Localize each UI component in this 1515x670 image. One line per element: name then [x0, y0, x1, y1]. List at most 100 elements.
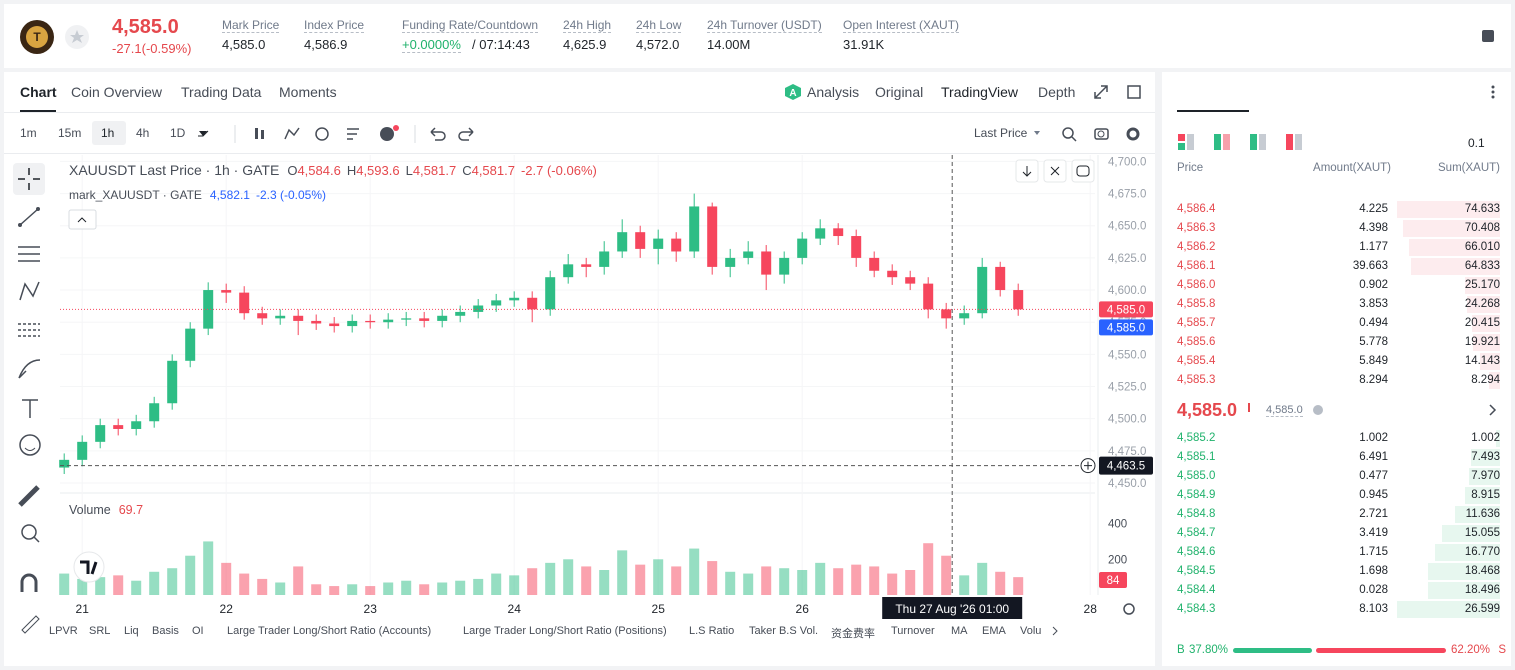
interval-active — [92, 121, 126, 145]
book-amount: 5.778 — [1359, 336, 1388, 348]
indicator: OI — [192, 625, 204, 637]
more-icon[interactable] — [1489, 84, 1497, 100]
interval: 1h — [101, 126, 115, 140]
candle-body — [239, 292, 250, 314]
mark-price-label: 4,585.0 — [1107, 322, 1145, 334]
book-amount: 8.103 — [1359, 603, 1388, 615]
y-tick-label: 4,525.0 — [1108, 382, 1146, 394]
indicator: SRL — [89, 625, 111, 637]
volume-bar — [725, 571, 736, 595]
indicator: EMA — [982, 625, 1006, 637]
book-price: 4,585.8 — [1177, 298, 1216, 310]
crosshair-y-box — [1099, 456, 1153, 475]
tab-underline — [1177, 110, 1249, 112]
candle-body — [689, 206, 700, 252]
interval: 4h — [136, 126, 150, 140]
book-amount: 0.902 — [1359, 279, 1388, 291]
candle-body — [419, 318, 430, 321]
volume-bar — [221, 562, 232, 595]
book-price: 4,585.0 — [1177, 470, 1216, 482]
buy-bar — [1233, 648, 1312, 653]
candle-body — [509, 297, 520, 301]
sell-key: S — [1498, 644, 1506, 656]
depth-bar — [1472, 334, 1500, 351]
volume-bar — [113, 575, 124, 595]
book-price: 4,586.0 — [1177, 279, 1216, 291]
candle-body — [491, 300, 502, 306]
book-layout-icons[interactable] — [1178, 134, 1308, 152]
depth-bar — [1470, 449, 1500, 466]
stat-value: 4,625.9 — [563, 37, 607, 52]
indicator: Basis — [152, 625, 179, 637]
chart-panel — [4, 72, 1155, 666]
depth-bar — [1397, 601, 1500, 618]
candle-body — [77, 441, 88, 460]
mark-title: mark_XAUUSDT · GATE — [69, 188, 202, 202]
volume-bar — [743, 573, 754, 595]
book-price: 4,585.1 — [1177, 451, 1216, 463]
candle-body — [311, 320, 322, 324]
interval: 15m — [58, 126, 82, 140]
book-sum: 1.002 — [1471, 432, 1500, 444]
candle-body — [149, 403, 160, 422]
favorite-star[interactable] — [64, 24, 90, 50]
book-sum: 19.921 — [1464, 336, 1500, 348]
view-option: Original — [875, 84, 924, 100]
volume-bar — [563, 559, 574, 595]
book-amount: 39.663 — [1352, 260, 1388, 272]
crosshair-plus-sign — [1084, 461, 1092, 470]
volume-bar — [869, 566, 880, 595]
volume-bar — [797, 570, 808, 595]
book-price: 4,584.4 — [1177, 584, 1216, 596]
book-amount: 0.028 — [1359, 584, 1388, 596]
volume-bar — [977, 562, 988, 595]
notes-icon[interactable] — [1480, 28, 1496, 44]
book-amount: 1.698 — [1359, 565, 1388, 577]
book-sum: 8.294 — [1471, 374, 1500, 386]
mark-value: 4,582.1 — [210, 188, 250, 202]
precision: 0.1 — [1468, 136, 1485, 150]
book-amount: 4.398 — [1359, 222, 1388, 234]
x-tick-label: 21 — [76, 602, 90, 616]
y-tick-label: 4,625.0 — [1108, 253, 1146, 265]
legend-key: O — [287, 163, 297, 178]
volume-bar — [689, 548, 700, 595]
stat-label: Open Interest (XAUT) — [843, 18, 960, 33]
candle-body — [131, 421, 142, 429]
volume-bar — [329, 586, 340, 595]
indicator: Turnover — [891, 625, 935, 637]
book-sum: 8.915 — [1471, 489, 1500, 501]
volume-bar — [887, 573, 898, 595]
stat-value: 14.00M — [707, 37, 751, 52]
book-amount: 3.853 — [1359, 298, 1388, 310]
candle-body — [617, 232, 628, 252]
book-amount: 0.494 — [1359, 317, 1388, 329]
chart-tools[interactable] — [1034, 125, 1144, 143]
drawing-tools[interactable] — [10, 160, 50, 640]
price-source[interactable]: Last Price — [974, 126, 1028, 140]
candle-body — [185, 328, 196, 361]
coin-logo: T — [20, 20, 54, 54]
toolbar-icons[interactable] — [195, 125, 495, 143]
y-tick-label: 4,650.0 — [1108, 221, 1146, 233]
depth-bar — [1469, 468, 1500, 485]
window-icons[interactable] — [1093, 84, 1153, 102]
expand-arrow[interactable] — [1488, 404, 1498, 416]
stat-value: 4,586.9 — [304, 37, 348, 52]
column-header: Price — [1177, 162, 1204, 174]
book-price: 4,586.4 — [1177, 203, 1216, 215]
indicator: LPVR — [49, 625, 78, 637]
y-tick-label: 4,675.0 — [1108, 189, 1146, 201]
legend-key: H — [347, 163, 356, 178]
depth-bar — [1465, 487, 1500, 504]
indicator: Volu — [1020, 625, 1042, 637]
collapse-arrow — [77, 217, 87, 223]
legend-value: 4,584.6 — [297, 163, 340, 178]
book-amount: 0.477 — [1359, 470, 1388, 482]
volume-bar — [851, 564, 862, 595]
depth-bar — [1397, 201, 1500, 218]
column-header: Sum(XAUT) — [1438, 162, 1500, 174]
book-price: 4,585.6 — [1177, 336, 1216, 348]
candle-body — [1013, 290, 1024, 310]
volume-last-box — [1099, 572, 1127, 588]
